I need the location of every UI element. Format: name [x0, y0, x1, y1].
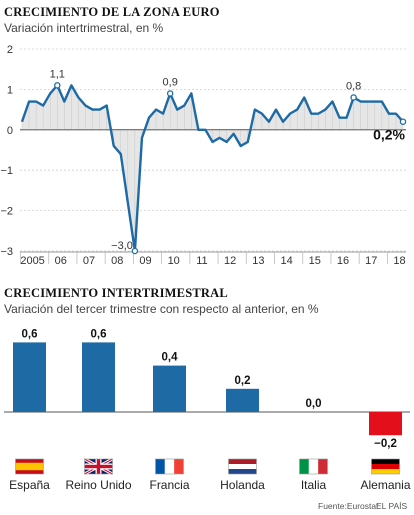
bar-españa	[13, 342, 46, 412]
bar-chart-subtitle: Variación del tercer trimestre con respe…	[4, 302, 319, 316]
x-tick-label: 15	[309, 255, 321, 267]
x-tick-label: 06	[55, 255, 67, 267]
country-label: Francia	[149, 478, 189, 492]
y-tick-label: −2	[0, 206, 13, 218]
bar-francia	[153, 365, 186, 412]
annotation-label: −3,0	[111, 240, 133, 252]
country-label: Italia	[301, 478, 327, 492]
x-tick-label: 14	[280, 255, 292, 267]
bar-value-label: 0,6	[22, 328, 38, 340]
x-tick-label: 2005	[20, 255, 44, 267]
x-tick-label: 11	[196, 255, 207, 267]
annotation-label: 0,2%	[373, 127, 405, 143]
germany-flag-icon	[371, 458, 400, 475]
italy-flag-icon	[299, 458, 328, 475]
y-tick-label: 0	[7, 125, 13, 137]
bar-chart-title: CRECIMIENTO INTERTRIMESTRAL	[4, 286, 228, 300]
x-tick-label: 17	[365, 255, 377, 267]
x-tick-label: 10	[168, 255, 180, 267]
x-tick-label: 08	[111, 255, 123, 267]
y-tick-label: −3	[0, 246, 13, 258]
area-fill	[22, 85, 403, 251]
country-label: Holanda	[220, 478, 265, 492]
y-tick-label: 2	[7, 44, 13, 56]
growth-series-line	[20, 84, 404, 253]
y-tick-label: −1	[0, 165, 13, 177]
bar-alemania	[369, 412, 402, 436]
bar-value-label: 0,4	[162, 352, 179, 364]
annotation-point	[399, 118, 407, 125]
y-tick-label: 1	[7, 84, 13, 96]
annotation-label: 0,9	[163, 76, 178, 88]
line-chart-subtitle: Variación intertrimestral, en %	[4, 21, 164, 35]
annotation-point	[350, 94, 357, 101]
annotation-label: 1,1	[50, 68, 65, 80]
country-label: España	[9, 478, 50, 492]
uk-flag-icon	[83, 457, 114, 476]
country-label: Alemania	[360, 478, 410, 492]
publisher-credit: EL PAÍS	[376, 501, 408, 511]
bar-value-label: −0,2	[374, 438, 397, 450]
annotation-label: 0,8	[346, 80, 361, 92]
bar-holanda	[226, 388, 259, 412]
netherlands-flag-icon	[228, 458, 257, 475]
x-tick-label: 16	[337, 255, 349, 267]
x-tick-label: 07	[83, 255, 95, 267]
x-tick-label: 13	[252, 255, 264, 267]
line-chart-title: CRECIMIENTO DE LA ZONA EURO	[4, 5, 220, 19]
x-tick-label: 09	[139, 255, 151, 267]
quarterly-growth-bar-chart: 0,6 España 0,6 Reino Unido 0,4 Francia 0,2 Hola…	[4, 328, 411, 492]
france-flag-icon	[155, 458, 184, 475]
annotation-point	[166, 90, 174, 97]
bar-value-label: 0,2	[235, 375, 251, 387]
annotation-point	[131, 247, 139, 255]
annotation-point	[54, 82, 61, 89]
spain-flag-icon	[15, 458, 44, 475]
x-tick-label: 12	[224, 255, 236, 267]
country-label: Reino Unido	[65, 478, 131, 492]
bar-value-label: 0,6	[91, 328, 107, 340]
source-note: Fuente:Eurostat	[318, 501, 379, 511]
bar-reino-unido	[82, 342, 115, 412]
x-tick-label: 18	[393, 255, 405, 267]
bar-value-label: 0,0	[306, 398, 322, 410]
